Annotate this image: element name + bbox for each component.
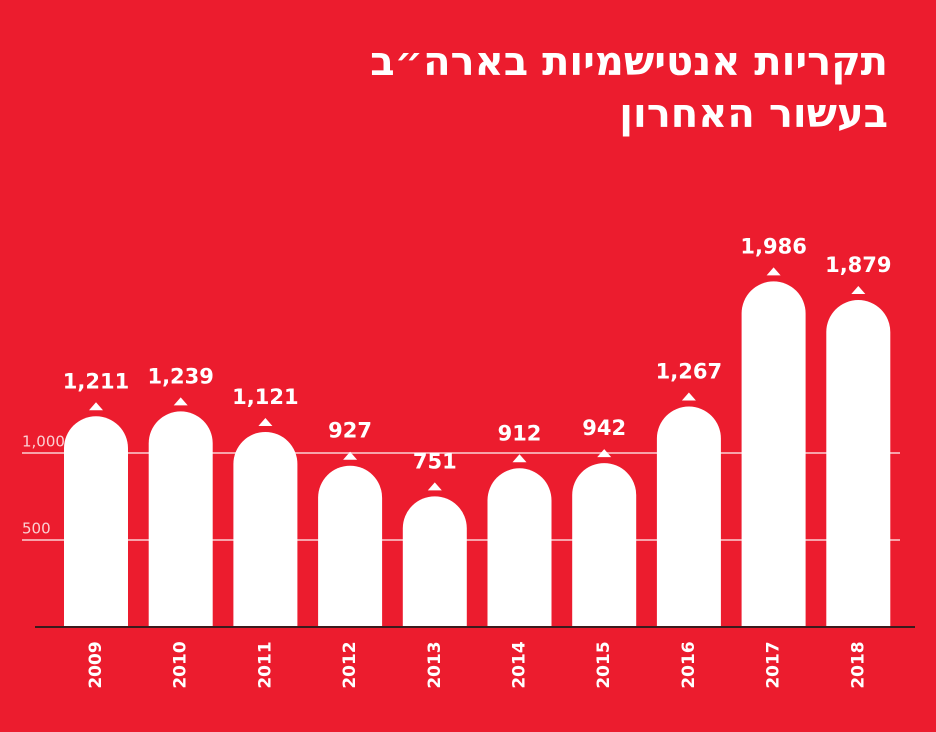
bar xyxy=(572,463,637,627)
x-tick-label: 2015 xyxy=(594,641,614,688)
bar xyxy=(656,406,721,627)
y-tick-label: 1,000 xyxy=(22,433,65,451)
x-tick-label: 2012 xyxy=(340,641,360,688)
y-tick-label: 500 xyxy=(22,520,51,538)
x-tick-label: 2014 xyxy=(510,641,530,688)
value-label: 1,267 xyxy=(656,360,722,384)
label-pointer xyxy=(512,454,527,463)
x-tick-label: 2013 xyxy=(425,641,445,688)
bar xyxy=(826,300,891,627)
x-tick-label: 2009 xyxy=(86,641,106,688)
value-label: 927 xyxy=(328,419,372,443)
value-label: 1,879 xyxy=(825,253,891,277)
value-label: 751 xyxy=(413,449,457,473)
bar xyxy=(318,465,383,627)
label-pointer xyxy=(597,449,612,458)
bar xyxy=(148,411,213,627)
label-pointer xyxy=(89,402,103,411)
label-pointer xyxy=(427,482,442,491)
bar xyxy=(487,468,552,627)
label-pointer xyxy=(681,392,696,401)
x-tick-label: 2017 xyxy=(764,641,784,688)
label-pointer xyxy=(343,451,358,460)
bar xyxy=(402,496,467,627)
x-tick-label: 2011 xyxy=(255,641,275,688)
x-tick-label: 2018 xyxy=(848,641,868,688)
x-tick-label: 2016 xyxy=(679,641,699,688)
label-pointer xyxy=(851,286,866,295)
label-pointer xyxy=(173,397,188,406)
label-pointer xyxy=(258,417,273,426)
value-label: 942 xyxy=(582,416,626,440)
value-label: 1,211 xyxy=(63,369,129,393)
label-pointer xyxy=(766,267,781,276)
value-label: 1,986 xyxy=(740,234,806,258)
bar xyxy=(233,431,298,627)
x-tick-label: 2010 xyxy=(171,641,191,688)
bar xyxy=(741,281,806,627)
bar xyxy=(64,416,128,627)
value-label: 1,239 xyxy=(147,364,213,388)
value-label: 1,121 xyxy=(232,385,298,409)
chart-title: תקריות אנטישמיות בארה״ב בעשור האחרון xyxy=(370,39,888,137)
value-label: 912 xyxy=(498,421,542,445)
